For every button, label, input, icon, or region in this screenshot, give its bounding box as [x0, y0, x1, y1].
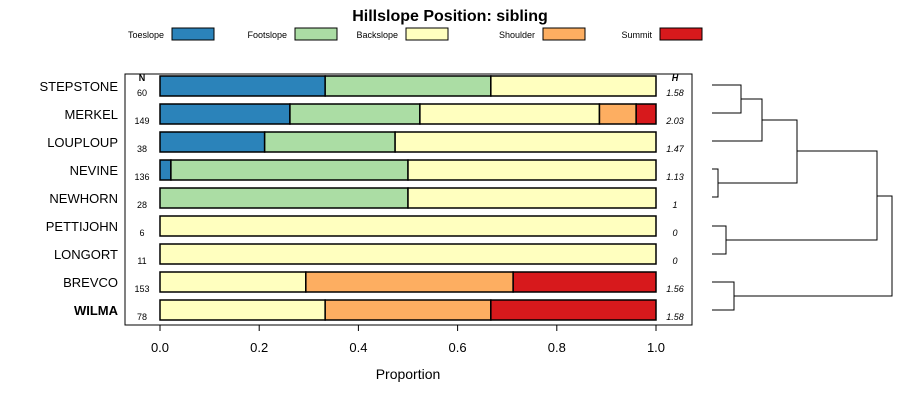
bar-segment-backslope	[159, 271, 307, 293]
row-h: 0	[672, 256, 677, 266]
row-label: BREVCO	[63, 275, 118, 290]
bar-segment-backslope	[159, 243, 657, 265]
bar-segment-backslope	[394, 131, 657, 153]
x-tick-label: 0.4	[349, 340, 367, 355]
row-label: NEWHORN	[49, 191, 118, 206]
bar-segment-backslope	[407, 187, 657, 209]
row-label: STEPSTONE	[39, 79, 118, 94]
row-n: 11	[137, 256, 146, 266]
bar-segment-footslope	[263, 131, 396, 153]
legend-label: Summit	[621, 30, 652, 40]
legend-swatch	[542, 27, 586, 41]
row-label: LONGORT	[54, 247, 118, 262]
row-n: 153	[134, 284, 149, 294]
bar-segment-backslope	[419, 103, 601, 125]
legend-label: Backslope	[356, 30, 398, 40]
row-n: 60	[137, 88, 147, 98]
legend-swatch	[171, 27, 215, 41]
bar-segment-toeslope	[159, 75, 326, 97]
legend-swatch	[659, 27, 703, 41]
dendrogram-branch	[734, 195, 893, 297]
x-axis-label: Proportion	[376, 366, 441, 382]
x-tick-label: 0.6	[449, 340, 467, 355]
legend-label: Shoulder	[499, 30, 535, 40]
chart-title: Hillslope Position: sibling	[352, 8, 548, 25]
bar-segment-footslope	[289, 103, 421, 125]
row-n: 78	[137, 312, 147, 322]
row-label: MERKEL	[65, 107, 118, 122]
row-n: 6	[139, 228, 144, 238]
dendrogram-branch	[718, 119, 798, 184]
row-n: 38	[137, 144, 147, 154]
row-h: 0	[672, 228, 677, 238]
legend-label: Footslope	[247, 30, 287, 40]
bar-segment-summit	[512, 271, 657, 293]
row-h: 2.03	[665, 116, 684, 126]
bar-segment-summit	[635, 103, 657, 125]
bar-segment-shoulder	[598, 103, 637, 125]
row-label: PETTIJOHN	[46, 219, 118, 234]
bar-segment-backslope	[490, 75, 657, 97]
row-h: 1.58	[666, 312, 684, 322]
bar-segment-backslope	[407, 159, 657, 181]
dendrogram-branch	[712, 281, 735, 311]
plot-frame	[124, 73, 693, 326]
dendrogram	[712, 84, 893, 311]
x-tick-label: 1.0	[647, 340, 665, 355]
bar-segment-summit	[490, 299, 657, 321]
row-h: 1	[672, 200, 677, 210]
legend-label: Toeslope	[128, 30, 164, 40]
x-tick-label: 0.2	[250, 340, 268, 355]
bar-segment-footslope	[170, 159, 409, 181]
dendrogram-branch	[726, 150, 878, 241]
bar-segment-toeslope	[159, 131, 266, 153]
legend: Toeslope Footslope Backslope Shoulder Summit	[128, 27, 703, 41]
row-h: 1.58	[666, 88, 684, 98]
bar-segment-shoulder	[324, 299, 492, 321]
bar-segment-backslope	[159, 299, 326, 321]
dendrogram-branch	[712, 168, 719, 198]
legend-swatch	[405, 27, 449, 41]
bar-segment-footslope	[324, 75, 492, 97]
bar-segment-shoulder	[305, 271, 514, 293]
row-n: 149	[134, 116, 149, 126]
bar-segment-toeslope	[159, 103, 291, 125]
row-label: WILMA	[74, 303, 119, 318]
bar-segment-footslope	[159, 187, 409, 209]
bar-segment-backslope	[159, 215, 657, 237]
legend-swatch	[294, 27, 338, 41]
row-label: NEVINE	[70, 163, 119, 178]
x-tick-label: 0.0	[151, 340, 169, 355]
bar-segment-toeslope	[159, 159, 172, 181]
dendrogram-branch	[712, 84, 742, 114]
row-h: 1.13	[666, 172, 684, 182]
h-header: H	[672, 73, 679, 83]
n-header: N	[139, 73, 146, 83]
x-tick-label: 0.8	[548, 340, 566, 355]
dendrogram-branch	[712, 225, 727, 255]
row-n: 136	[134, 172, 149, 182]
row-h: 1.47	[666, 144, 685, 154]
dendrogram-branch	[712, 98, 763, 142]
row-h: 1.56	[666, 284, 684, 294]
row-label: LOUPLOUP	[47, 135, 118, 150]
row-n: 28	[137, 200, 147, 210]
